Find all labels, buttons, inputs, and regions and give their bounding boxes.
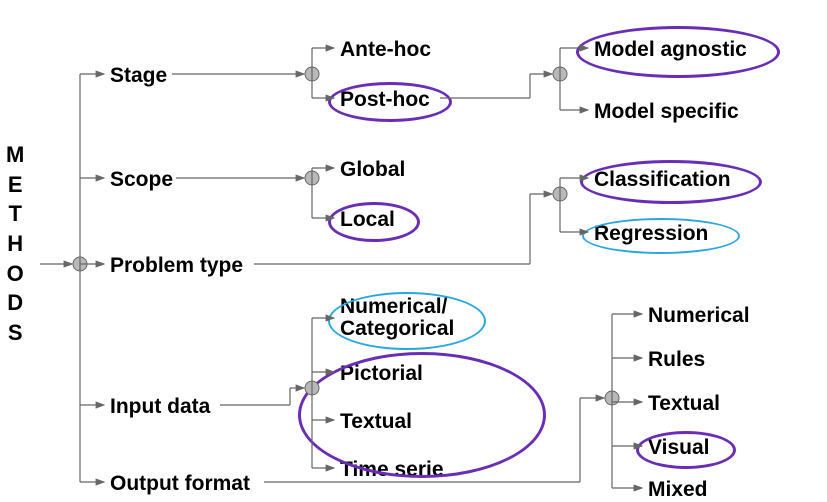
leaf-scope-global: Global: [340, 158, 405, 182]
highlight-local: [328, 202, 420, 242]
highlight-model-agnostic: [576, 26, 780, 78]
highlight-input-group: [298, 352, 546, 478]
highlight-posthoc: [328, 82, 452, 122]
leaf-stage-antehoc: Ante-hoc: [340, 38, 431, 62]
node-input-data: Input data: [110, 395, 210, 419]
highlight-regression: [582, 218, 740, 254]
leaf-output-numerical: Numerical: [648, 304, 750, 328]
node-problem-type: Problem type: [110, 254, 243, 278]
highlight-visual: [636, 431, 736, 469]
highlight-classification: [580, 160, 762, 204]
node-output-format: Output format: [110, 472, 250, 496]
node-stage: Stage: [110, 64, 167, 88]
root-label: METHODS: [6, 140, 24, 348]
leaf-model-specific: Model specific: [594, 100, 739, 124]
leaf-output-textual: Textual: [648, 392, 720, 416]
highlight-numcat: [328, 292, 486, 350]
node-scope: Scope: [110, 168, 173, 192]
leaf-output-mixed: Mixed: [648, 478, 708, 502]
leaf-output-rules: Rules: [648, 348, 705, 372]
